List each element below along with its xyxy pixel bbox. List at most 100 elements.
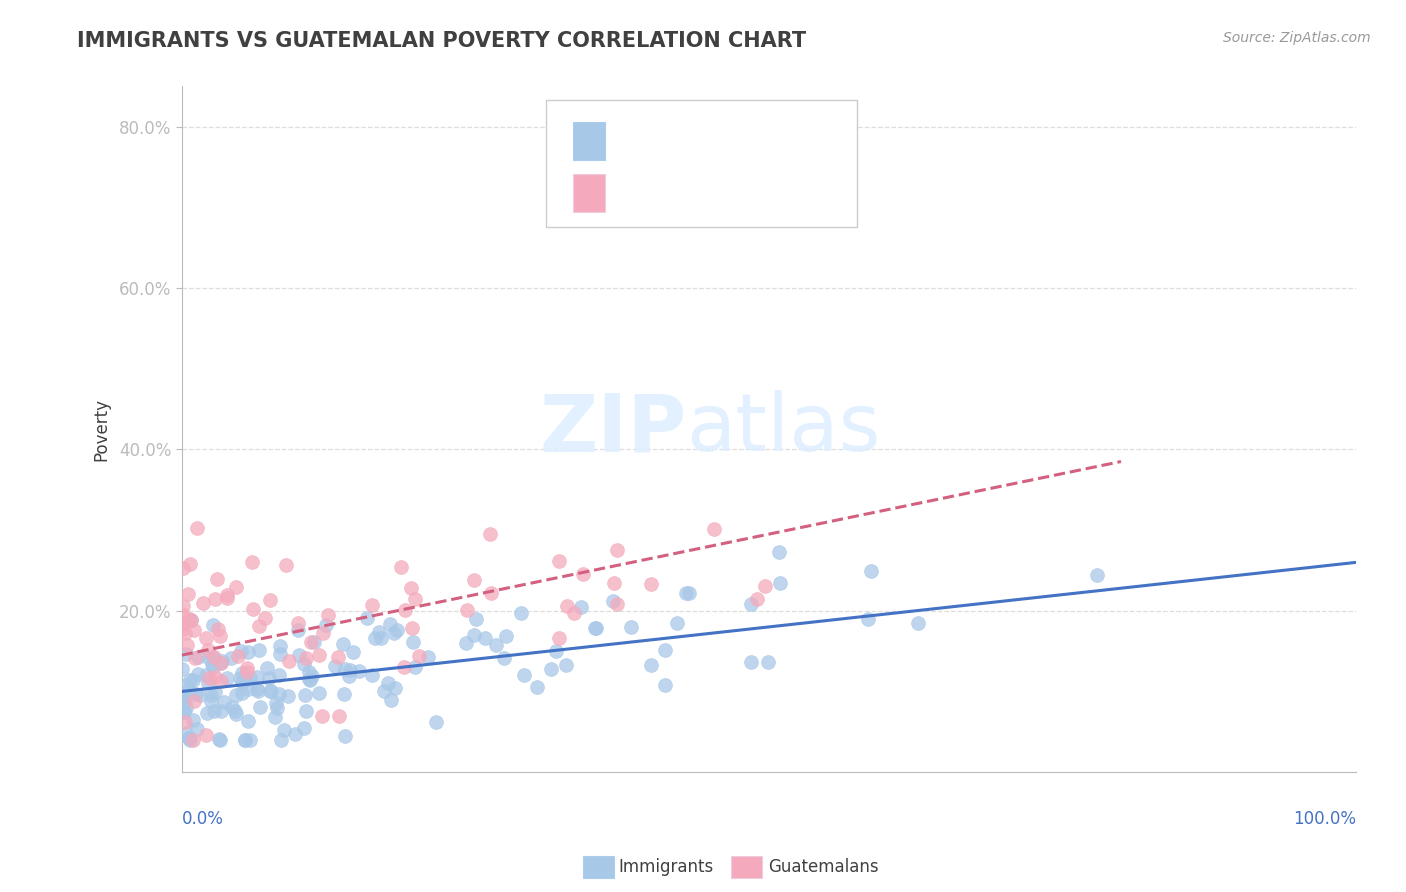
Point <box>200 694 222 708</box>
Point <box>1085 567 1108 582</box>
Point <box>569 599 592 614</box>
Point <box>278 654 301 668</box>
Point <box>540 662 562 676</box>
Point <box>758 655 780 669</box>
Point <box>173 704 195 718</box>
Point <box>191 596 214 610</box>
Point <box>269 647 291 661</box>
Point <box>209 704 232 718</box>
Point <box>219 651 242 665</box>
Point <box>384 681 406 695</box>
Point <box>205 572 228 586</box>
Point <box>208 656 231 670</box>
Point <box>394 602 416 616</box>
Point <box>287 623 309 637</box>
Point <box>176 701 198 715</box>
Point <box>463 573 485 587</box>
Point <box>292 721 315 735</box>
Text: R = 0.324: R = 0.324 <box>620 184 710 202</box>
Point <box>465 612 488 626</box>
Point <box>654 678 676 692</box>
Point <box>548 631 571 645</box>
Point <box>172 560 194 574</box>
Point <box>236 681 259 696</box>
Text: N =  76: N = 76 <box>742 184 811 202</box>
Point <box>249 699 271 714</box>
Point <box>301 669 323 683</box>
Point <box>246 670 269 684</box>
Point <box>172 617 194 632</box>
Point <box>201 649 224 664</box>
Point <box>378 616 401 631</box>
Point <box>666 615 689 630</box>
Point <box>236 645 259 659</box>
Point <box>367 625 389 640</box>
Point <box>217 591 239 606</box>
Point <box>195 706 218 720</box>
Point <box>356 610 378 624</box>
Point <box>299 673 322 687</box>
Point <box>292 657 315 672</box>
Point <box>404 660 426 674</box>
Point <box>454 636 477 650</box>
Point <box>179 732 201 747</box>
Point <box>389 560 412 574</box>
Point <box>333 729 356 743</box>
Text: ZIP: ZIP <box>540 391 686 468</box>
Text: N = 152: N = 152 <box>742 132 817 150</box>
Point <box>254 611 277 625</box>
Point <box>337 669 360 683</box>
Point <box>225 688 247 702</box>
Point <box>308 648 330 662</box>
Point <box>562 606 585 620</box>
Point <box>287 648 309 662</box>
Point <box>495 629 517 643</box>
Point <box>295 650 318 665</box>
Point <box>247 619 270 633</box>
Text: 0.0%: 0.0% <box>181 810 224 828</box>
Point <box>360 667 382 681</box>
Point <box>197 643 219 657</box>
Point <box>239 732 262 747</box>
Point <box>555 657 578 672</box>
Point <box>209 629 232 643</box>
Point <box>270 732 292 747</box>
Point <box>856 612 879 626</box>
Point <box>295 704 318 718</box>
Point <box>606 597 628 611</box>
Point <box>394 660 416 674</box>
Point <box>173 705 195 719</box>
Point <box>231 674 253 689</box>
Point <box>678 586 700 600</box>
Bar <box>572 174 606 211</box>
Point <box>425 714 447 729</box>
Point <box>174 648 197 662</box>
Point <box>176 638 198 652</box>
Point <box>209 657 232 671</box>
Point <box>269 687 291 701</box>
Point <box>202 704 225 718</box>
Point <box>208 731 231 746</box>
Point <box>195 631 218 645</box>
Point <box>401 621 423 635</box>
Point <box>572 567 595 582</box>
Point <box>172 599 194 614</box>
Point <box>547 553 569 567</box>
Point <box>236 714 259 728</box>
Point <box>221 699 243 714</box>
Point <box>315 617 337 632</box>
Point <box>555 599 578 614</box>
Point <box>299 634 322 648</box>
Point <box>209 674 232 689</box>
Point <box>385 623 408 637</box>
Point <box>479 527 502 541</box>
Point <box>769 576 792 591</box>
Point <box>240 555 263 569</box>
Point <box>231 665 253 680</box>
Point <box>180 613 202 627</box>
Text: IMMIGRANTS VS GUATEMALAN POVERTY CORRELATION CHART: IMMIGRANTS VS GUATEMALAN POVERTY CORRELA… <box>77 31 807 51</box>
Point <box>602 594 624 608</box>
Point <box>180 613 202 627</box>
Point <box>212 695 235 709</box>
Point <box>583 621 606 635</box>
